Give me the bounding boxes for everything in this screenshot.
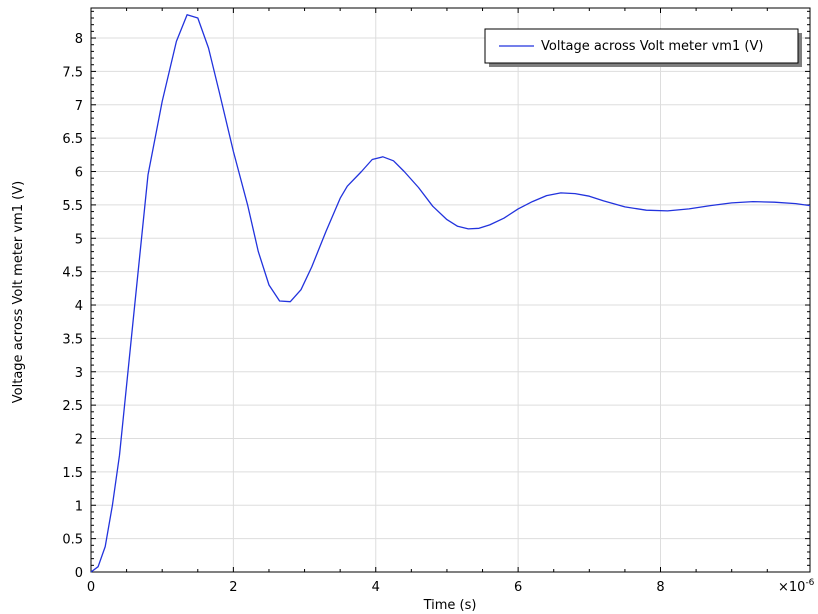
series-lines: [90, 14, 811, 573]
y-tick-label: 0.5: [62, 533, 83, 548]
x-axis-title: Time (s): [423, 598, 477, 613]
y-tick-label: 1: [75, 499, 83, 514]
grid: [90, 8, 810, 573]
x-tick-label: 6: [514, 580, 522, 595]
x-tick-label: 0: [87, 580, 95, 595]
legend-box: [484, 28, 799, 64]
x-tick-label: 4: [372, 580, 380, 595]
series-line: [90, 14, 811, 573]
y-tick-label: 2.5: [62, 399, 83, 414]
x-axis-multiplier: ×10-6: [778, 578, 815, 595]
legend-label: Voltage across Volt meter vm1 (V): [541, 39, 763, 54]
y-tick-label: 0: [75, 566, 83, 581]
y-tick-label: 1.5: [62, 466, 83, 481]
y-tick-label: 4: [75, 299, 83, 314]
x-axis-multiplier-exponent: -6: [805, 578, 814, 588]
y-tick-label: 5.5: [62, 199, 83, 214]
y-tick-label: 7.5: [62, 65, 83, 80]
y-tick-label: 4.5: [62, 266, 83, 281]
y-tick-label: 6: [75, 166, 83, 181]
y-axis-title: Voltage across Volt meter vm1 (V): [11, 181, 26, 403]
y-tick-label: 2: [75, 433, 83, 448]
y-tick-label: 3.5: [62, 332, 83, 347]
y-tick-label: 5: [75, 232, 83, 247]
y-tick-label: 3: [75, 366, 83, 381]
y-tick-label: 6.5: [62, 132, 83, 147]
axis-ticks: 0 2 4 6 8 0 0.5 1 1.5 2 2.5 3 3.5 4 4.5 5 5.5 6 6.5 7 7.5 8: [62, 8, 810, 595]
y-tick-label: 7: [75, 99, 83, 114]
legend: Voltage across Volt meter vm1 (V): [484, 28, 802, 67]
x-tick-label: 2: [229, 580, 237, 595]
x-tick-label: 8: [656, 580, 664, 595]
y-tick-label: 8: [75, 32, 83, 47]
plot-area: [90, 7, 811, 573]
